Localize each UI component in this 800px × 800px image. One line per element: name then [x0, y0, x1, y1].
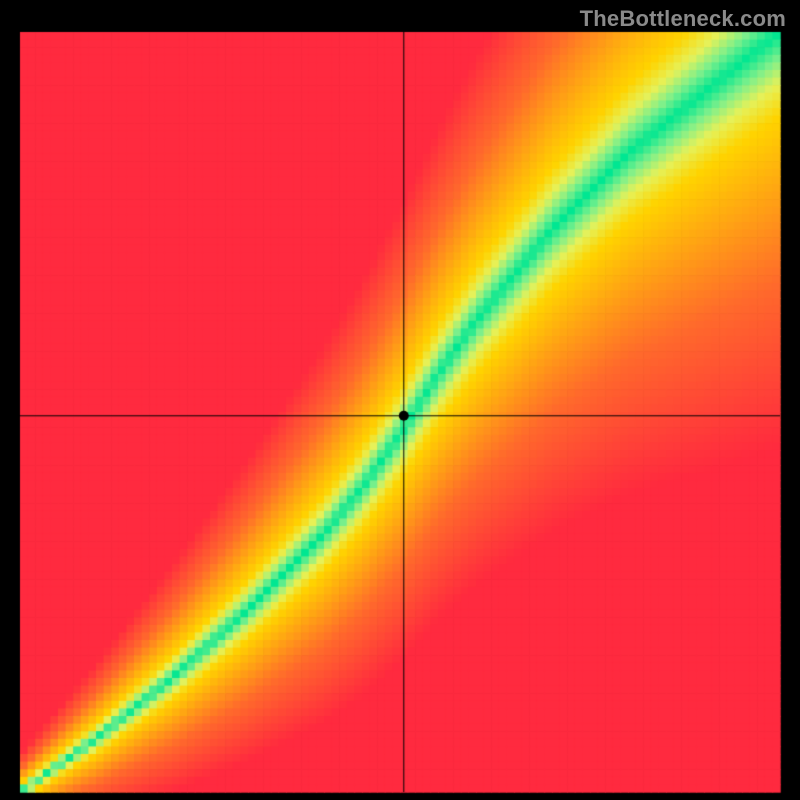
chart-container: TheBottleneck.com — [0, 0, 800, 800]
watermark-text: TheBottleneck.com — [580, 6, 786, 32]
bottleneck-heatmap — [0, 0, 800, 800]
